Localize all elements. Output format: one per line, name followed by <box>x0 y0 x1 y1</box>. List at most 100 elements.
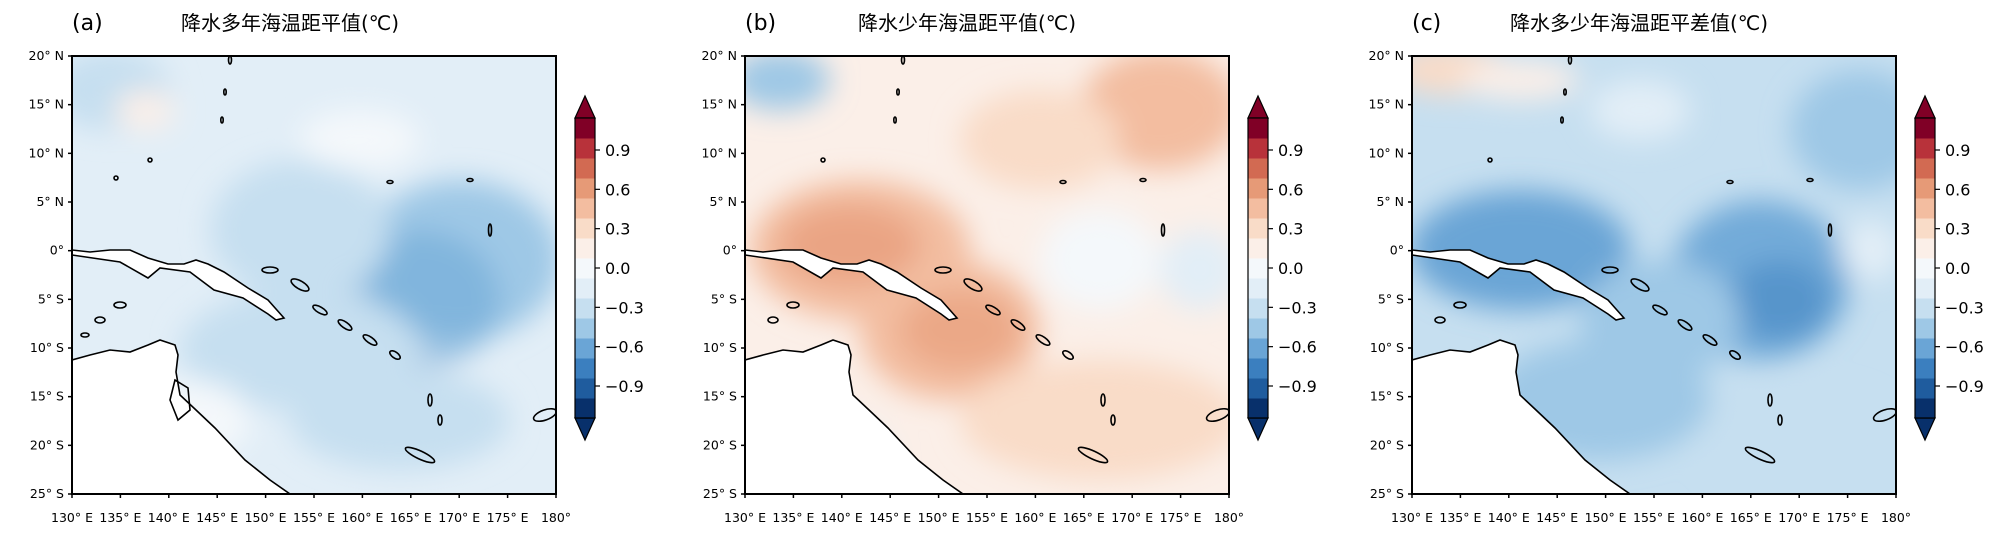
lat-tick-label: 25° S <box>30 486 64 501</box>
lat-tick-label: 15° S <box>30 389 64 404</box>
lon-tick-label: 175° E <box>487 510 529 525</box>
lon-tick-label: 160° E <box>341 510 383 525</box>
colorbar-max-arrow <box>574 94 596 119</box>
panel-c-islands <box>1434 56 1896 464</box>
colorbar-tick-label: 0.0 <box>1278 259 1303 278</box>
lat-tick-label: 0° <box>50 243 64 258</box>
panel-b-label: (b) <box>745 11 776 36</box>
colorbar-tick-label: −0.6 <box>1278 338 1317 357</box>
lat-tick-label: 10° N <box>29 145 64 160</box>
colorbar-min-arrow <box>1914 417 1936 442</box>
colorbar-segment <box>575 158 595 179</box>
lat-tick-label: 20° S <box>703 437 737 452</box>
colorbar-segment <box>1248 138 1268 159</box>
colorbar-tick-label: −0.3 <box>1278 298 1317 317</box>
colorbar-segment <box>1915 258 1935 279</box>
colorbar-segment <box>1915 358 1935 379</box>
lat-tick-label: 10° N <box>1369 145 1404 160</box>
colorbar-tick-label: −0.6 <box>1945 338 1984 357</box>
panel-b-title: 降水少年海温距平值(℃) <box>858 11 1076 35</box>
lon-tick-label: 150° E <box>1585 510 1627 525</box>
lon-tick-label: 165° E <box>390 510 432 525</box>
panel-a-axes: 20° N 15° N 10° N 5° N 0° 5° S 10° S 15° S 20° S… <box>29 48 572 525</box>
colorbar-segment <box>1915 318 1935 339</box>
colorbar-segment <box>575 258 595 279</box>
lon-tick-label: 170° E <box>1778 510 1820 525</box>
colorbar-segment <box>1915 138 1935 159</box>
lat-tick-label: 20° N <box>29 48 64 63</box>
panel-b-map <box>744 55 1230 495</box>
colorbar-segment <box>1248 118 1268 139</box>
panel-c: (c) 降水多少年海温距平差值(℃) <box>1369 11 1984 525</box>
panel-b-axes: 20° N 15° N 10° N 5° N 0° 5° S 10° S 15° S 20° S… <box>702 48 1245 525</box>
colorbar-segment <box>1915 398 1935 419</box>
colorbar-segment <box>575 398 595 419</box>
colorbar-tick-label: −0.9 <box>1945 377 1984 396</box>
lat-tick-label: 20° N <box>702 48 737 63</box>
panel-c-colorbar: 0.9 0.6 0.3 0.0 −0.3 −0.6 −0.9 <box>1914 94 1984 442</box>
lon-tick-label: 165° E <box>1730 510 1772 525</box>
lon-tick-label: 160° E <box>1681 510 1723 525</box>
colorbar-segment <box>575 138 595 159</box>
panel-b-land <box>745 249 965 494</box>
lon-tick-label: 155° E <box>293 510 335 525</box>
colorbar-segment <box>1248 278 1268 299</box>
lon-tick-label: 135° E <box>99 510 141 525</box>
lon-tick-label: 140° E <box>821 510 863 525</box>
colorbar-tick-label: 0.9 <box>605 141 630 160</box>
lat-tick-label: 10° S <box>703 340 737 355</box>
lon-tick-label: 175° E <box>1827 510 1869 525</box>
colorbar-tick-label: 0.0 <box>1945 259 1970 278</box>
lat-tick-label: 10° S <box>1370 340 1404 355</box>
lon-tick-label: 165° E <box>1063 510 1105 525</box>
lat-tick-label: 25° S <box>1370 486 1404 501</box>
panel-b-islands <box>767 56 1229 464</box>
colorbar-tick-label: 0.0 <box>605 259 630 278</box>
colorbar-segment <box>1915 158 1935 179</box>
colorbar-segment <box>575 218 595 239</box>
lat-tick-label: 25° S <box>703 486 737 501</box>
colorbar-segment <box>1915 378 1935 399</box>
lon-tick-label: 150° E <box>918 510 960 525</box>
lon-tick-label: 140° E <box>1488 510 1530 525</box>
colorbar-segment <box>575 358 595 379</box>
panel-a-colorbar: 0.9 0.6 0.3 0.0 −0.3 −0.6 −0.9 <box>574 94 644 442</box>
colorbar-tick-label: −0.9 <box>1278 377 1317 396</box>
colorbar-segment <box>1915 178 1935 199</box>
colorbar-tick-label: 0.9 <box>1278 141 1303 160</box>
lon-tick-label: 170° E <box>1111 510 1153 525</box>
colorbar-segment <box>1248 378 1268 399</box>
lon-tick-label: 175° E <box>1160 510 1202 525</box>
colorbar-max-arrow <box>1914 94 1936 119</box>
colorbar-segment <box>575 278 595 299</box>
panel-c-land <box>1412 249 1632 494</box>
lat-tick-label: 0° <box>723 243 737 258</box>
lat-tick-label: 15° N <box>702 97 737 112</box>
panel-a-islands <box>80 56 556 464</box>
lat-tick-label: 10° S <box>30 340 64 355</box>
colorbar-tick-label: −0.3 <box>605 298 644 317</box>
colorbar-segment <box>575 118 595 139</box>
lat-tick-label: 15° S <box>703 389 737 404</box>
lon-tick-label: 155° E <box>1633 510 1675 525</box>
panel-a-label: (a) <box>72 11 103 36</box>
panel-a-title: 降水多年海温距平值(℃) <box>181 11 399 35</box>
lon-tick-label: 180° <box>1214 510 1244 525</box>
lon-tick-label: 140° E <box>148 510 190 525</box>
panel-b-colorbar: 0.9 0.6 0.3 0.0 −0.3 −0.6 −0.9 <box>1247 94 1317 442</box>
panel-c-map <box>1411 55 1897 495</box>
lat-tick-label: 0° <box>1390 243 1404 258</box>
colorbar-segment <box>1248 218 1268 239</box>
colorbar-segment <box>1915 198 1935 219</box>
lat-tick-label: 5° S <box>38 291 64 306</box>
colorbar-segment <box>1248 298 1268 319</box>
lat-tick-label: 10° N <box>702 145 737 160</box>
panel-a: (a) 降水多年海温距平值(℃) <box>29 11 644 525</box>
colorbar-max-arrow <box>1247 94 1269 119</box>
panel-c-label: (c) <box>1412 11 1441 36</box>
panel-b: (b) 降水少年海温距平值(℃) <box>702 11 1317 525</box>
lat-tick-label: 5° S <box>1378 291 1404 306</box>
colorbar-segment <box>1248 198 1268 219</box>
colorbar-segment <box>575 238 595 259</box>
